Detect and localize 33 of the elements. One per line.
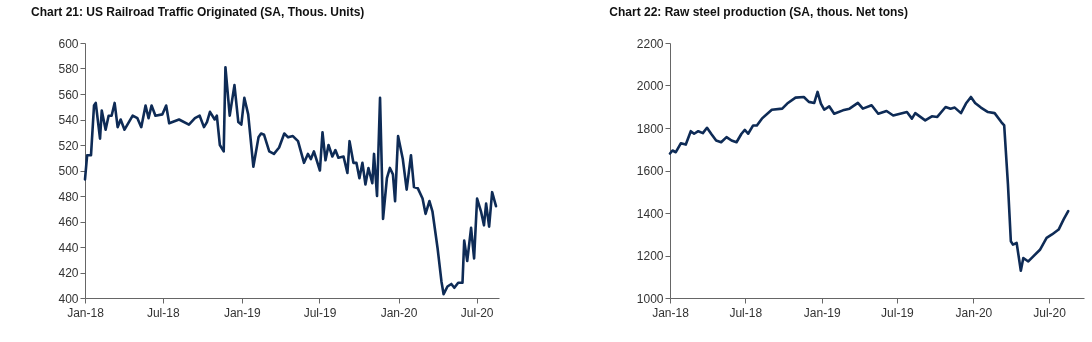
y-tick-label: 1400 <box>636 206 664 221</box>
y-tick-label: 600 <box>58 36 79 51</box>
x-tick-label: Jul-20 <box>460 305 494 320</box>
y-tick-label: 1800 <box>636 121 664 136</box>
chart-title: Chart 21: US Railroad Traffic Originated (SA, Thous. Units) <box>30 5 365 19</box>
y-tick-label: 1000 <box>636 291 664 306</box>
y-tick-label: 2000 <box>636 79 664 93</box>
x-tick-label: Jan-19 <box>223 305 261 320</box>
y-tick-label: 1200 <box>636 249 664 263</box>
y-tick-label: 460 <box>58 215 79 229</box>
x-tick-label: Jul-19 <box>881 305 915 320</box>
y-tick-label: 480 <box>58 189 79 204</box>
y-tick-label: 420 <box>58 266 79 280</box>
y-tick-label: 2200 <box>636 36 664 51</box>
line-series <box>668 90 1070 273</box>
x-tick-label: Jul-18 <box>146 305 180 320</box>
y-tick-label: 540 <box>58 113 79 127</box>
x-tick-label: Jan-18 <box>67 305 105 320</box>
x-tick-label: Jan-20 <box>380 305 418 320</box>
chart-title: Chart 22: Raw steel production (SA, thous. Net tons) <box>609 5 908 19</box>
x-tick-label: Jan-19 <box>803 305 841 320</box>
y-tick-label: 1600 <box>636 164 664 178</box>
y-tick-label: 560 <box>58 87 79 102</box>
x-tick-label: Jul-19 <box>303 305 337 320</box>
y-tick-label: 440 <box>58 240 79 255</box>
x-tick-label: Jul-20 <box>1033 305 1067 320</box>
x-tick-label: Jan-20 <box>955 305 993 320</box>
y-tick-label: 400 <box>58 291 79 306</box>
y-tick-label: 500 <box>58 164 79 178</box>
y-tick-label: 580 <box>58 62 79 76</box>
x-tick-label: Jan-18 <box>652 305 690 320</box>
y-tick-label: 520 <box>58 138 79 153</box>
x-tick-label: Jul-18 <box>729 305 763 320</box>
